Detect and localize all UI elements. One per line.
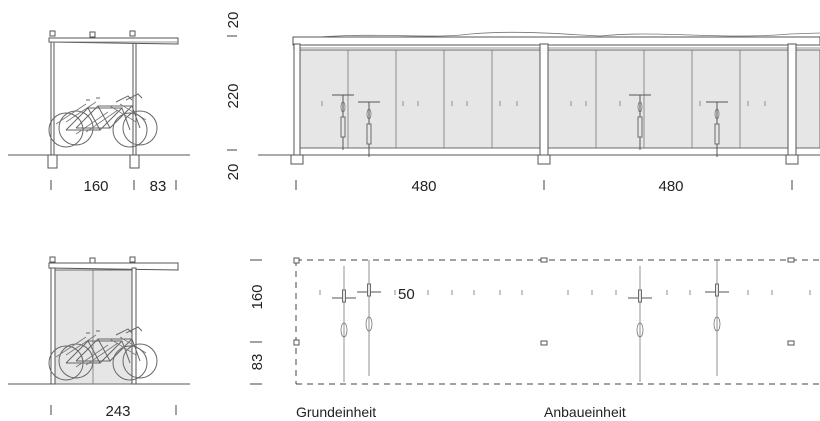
bike-spacing-dim: 50 bbox=[398, 286, 415, 303]
plan-overhang-dim: 83 bbox=[249, 354, 266, 371]
side-overhang-dim: 83 bbox=[150, 178, 167, 195]
wall-height-dim: 220 bbox=[225, 83, 242, 108]
side-view: 160 83 bbox=[8, 30, 190, 195]
front-view: 20 220 20 bbox=[225, 12, 820, 195]
extension-unit-label: Anbaueinheit bbox=[544, 404, 626, 420]
plan-view: 160 83 50 Grundeinheit Anbaueinheit bbox=[249, 257, 820, 420]
closed-depth-dim: 243 bbox=[105, 403, 130, 420]
side-closed-view: 243 bbox=[8, 256, 190, 420]
extension-unit-width-dim: 480 bbox=[658, 178, 683, 195]
basic-unit-width-dim: 480 bbox=[411, 178, 436, 195]
foot-height-dim: 20 bbox=[225, 164, 242, 181]
roof-height-dim: 20 bbox=[225, 12, 242, 29]
side-depth-dim: 160 bbox=[83, 178, 108, 195]
basic-unit-label: Grundeinheit bbox=[296, 404, 376, 420]
plan-depth-dim: 160 bbox=[249, 284, 266, 309]
